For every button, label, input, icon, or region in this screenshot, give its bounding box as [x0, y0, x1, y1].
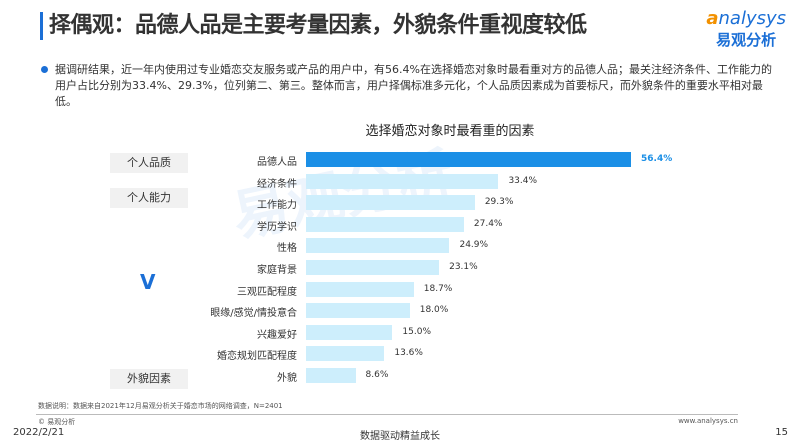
watermark: 易观分析 — [224, 128, 460, 254]
logo: analysys 易观分析 — [706, 8, 786, 49]
data-label: 27.4% — [473, 218, 503, 229]
bar — [306, 303, 410, 319]
bar — [306, 346, 385, 362]
data-label: 29.3% — [484, 197, 514, 208]
category-label: 性格 — [277, 243, 297, 255]
chart-title: 选择婚恋对象时最看重的因素 — [365, 124, 535, 139]
bullet-icon — [41, 66, 48, 73]
data-label: 13.6% — [394, 348, 423, 359]
bar — [306, 368, 356, 383]
category-label: 经济条件 — [257, 178, 297, 190]
bar — [306, 173, 499, 189]
copyright: © 易观分析 — [38, 418, 76, 426]
slogan: 数据驱动精益成长 — [360, 431, 440, 442]
bar — [306, 152, 631, 167]
bar — [306, 216, 464, 232]
bar — [306, 195, 475, 211]
bar — [306, 238, 450, 254]
summary-text: 据调研结果，近一年内使用过专业婚恋交友服务或产品的用户中，有56.4%在选择婚恋… — [55, 63, 772, 108]
category-label: 三观匹配程度 — [237, 286, 297, 298]
bar — [306, 281, 414, 297]
category-label: 眼缘/感觉/情投意合 — [210, 308, 297, 320]
category-label: 学历学识 — [257, 221, 297, 233]
category-label: 兴趣爱好 — [257, 329, 297, 341]
data-label: 24.9% — [459, 240, 489, 251]
category-label: 家庭背景 — [257, 265, 297, 276]
date: 2022/2/21 — [13, 427, 65, 438]
page-number: 15 — [775, 427, 788, 438]
page-title: 择偶观：品德人品是主要考量因素，外貌条件重视度较低 — [40, 12, 587, 40]
data-label: 23.1% — [449, 262, 478, 272]
category-label: 工作能力 — [257, 200, 297, 212]
bar — [306, 260, 440, 275]
group-label-quality: 个人品质 — [110, 153, 188, 173]
data-label: 56.4% — [641, 154, 673, 164]
data-label: 33.4% — [508, 175, 538, 186]
bar — [306, 324, 393, 340]
category-label: 外貌 — [277, 373, 297, 384]
data-note: 数据说明：数据来自2021年12月易观分析关于婚恋市场的网络调查，N=2401 — [38, 402, 283, 410]
website-link[interactable]: www.analysys.cn — [678, 417, 738, 425]
category-label: 品德人品 — [257, 157, 297, 168]
group-label-appearance: 外貌因素 — [110, 369, 188, 389]
data-label: 18.0% — [419, 305, 449, 316]
category-label: 婚恋规划匹配程度 — [217, 351, 297, 363]
data-label: 15.0% — [402, 326, 432, 337]
data-label: 18.7% — [423, 283, 453, 294]
divider — [36, 414, 738, 415]
data-label: 8.6% — [365, 370, 389, 380]
group-label-ability: 个人能力 — [110, 188, 188, 208]
v-mark: V — [140, 270, 156, 294]
